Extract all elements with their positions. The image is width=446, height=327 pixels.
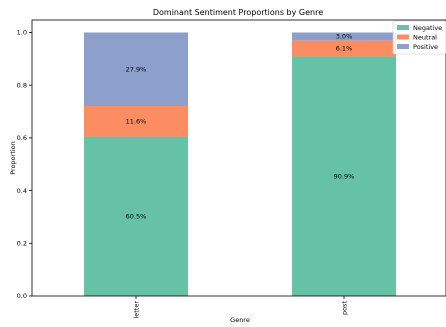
y-axis-label: Proportion — [9, 141, 17, 175]
bar-value-label: 90.9% — [334, 172, 355, 180]
plot-area: 60.5% 11.6% 27.9% 90.9% 6.1% 3.0% — [84, 32, 396, 296]
bar-positive-letter — [84, 32, 188, 107]
x-tick-label: post — [340, 301, 348, 315]
bar-value-label: 11.6% — [126, 117, 147, 125]
x-axis: letter post — [132, 296, 348, 319]
bar-value-label: 3.0% — [336, 33, 353, 41]
y-tick-label: 0.8 — [17, 81, 27, 89]
bar-negative-post — [292, 56, 396, 296]
y-tick-label: 0.0 — [17, 292, 27, 300]
y-tick-label: 0.6 — [17, 134, 27, 142]
bar-neutral-post — [292, 40, 396, 57]
legend-label-neutral: Neutral — [413, 33, 437, 41]
bar-value-label: 27.9% — [126, 65, 147, 73]
chart-title: Dominant Sentiment Proportions by Genre — [153, 8, 323, 17]
bar-positive-post — [292, 32, 396, 41]
legend-swatch-negative — [397, 25, 409, 30]
y-tick-label: 1.0 — [17, 29, 27, 37]
bar-value-label: 60.5% — [126, 212, 147, 220]
y-axis: 0.0 0.2 0.4 0.6 0.8 1.0 — [17, 29, 32, 300]
y-tick-label: 0.2 — [17, 240, 27, 248]
bar-neutral-letter — [84, 106, 188, 137]
bar-value-label: 6.1% — [336, 45, 353, 53]
x-tick-label: letter — [132, 301, 140, 319]
legend-label-positive: Positive — [413, 43, 438, 51]
legend-swatch-positive — [397, 44, 409, 49]
legend-label-negative: Negative — [413, 24, 442, 32]
y-tick-label: 0.4 — [17, 187, 27, 195]
bar-negative-letter — [84, 136, 188, 296]
x-axis-label: Genre — [230, 316, 250, 324]
plot-frame — [31, 19, 446, 297]
legend-swatch-neutral — [397, 34, 409, 40]
